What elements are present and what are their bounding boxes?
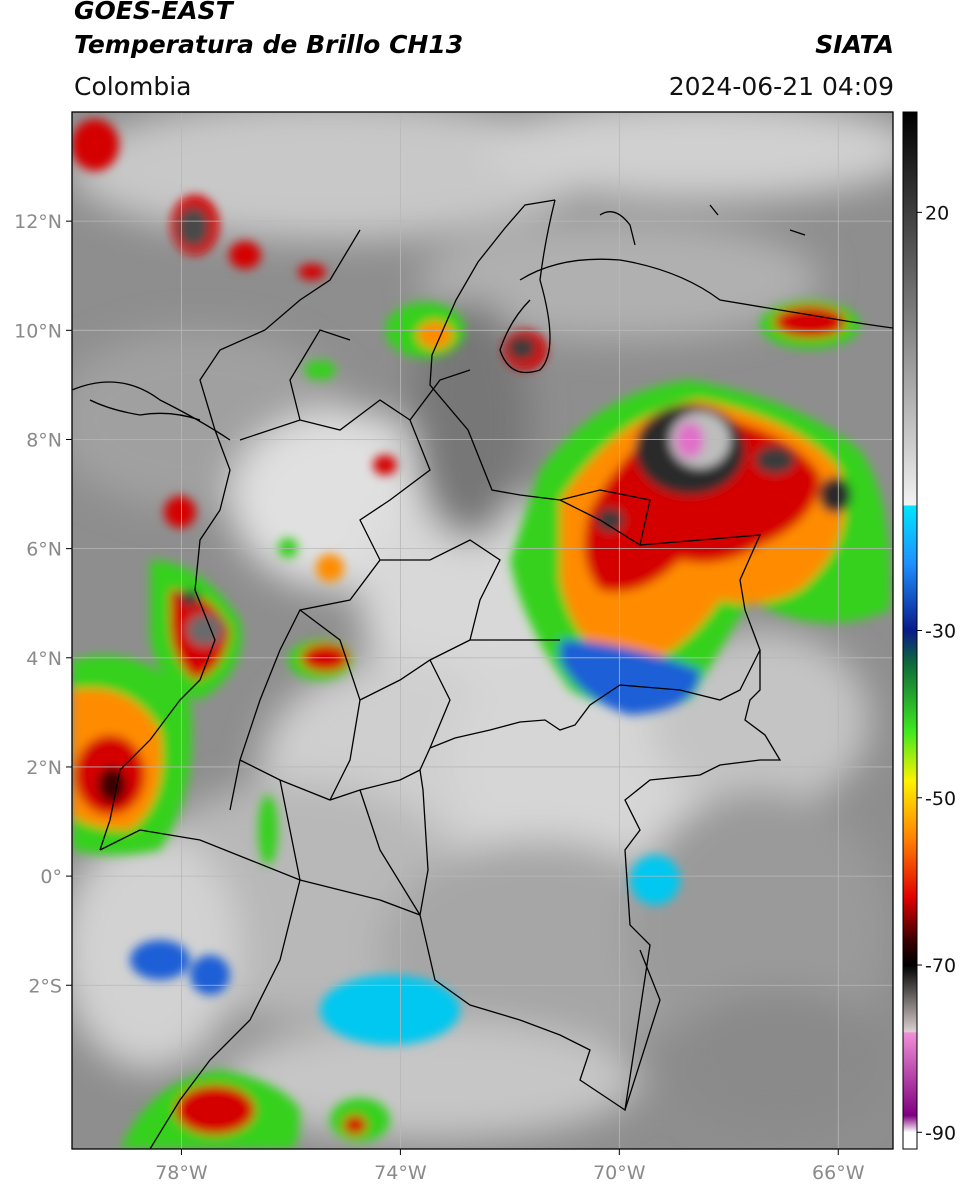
colorbar-ramp	[903, 112, 917, 1149]
map-frame	[71, 111, 894, 1150]
convective-cells	[72, 119, 891, 1149]
panama	[72, 381, 231, 441]
brightness-temperature-field	[72, 112, 893, 1149]
region-label: Colombia	[74, 72, 192, 101]
lat-tick-label: 4°N	[26, 648, 62, 670]
dept-boundaries	[229, 329, 560, 916]
lat-tick-label: 6°N	[26, 539, 62, 561]
longitude-axis: 78°W 74°W 70°W 66°W	[155, 1149, 865, 1184]
venezuela-coast	[519, 258, 893, 329]
lat-tick-label: 2°S	[28, 975, 62, 997]
lon-tick-label: 70°W	[593, 1162, 646, 1184]
colorbar-tick-label: -70	[925, 955, 956, 977]
lon-tick-label: 74°W	[374, 1162, 427, 1184]
colombia-border	[419, 199, 782, 1112]
colorbar-ticks: 20 -30 -50 -70 -90	[917, 202, 956, 1144]
lat-tick-label: 10°N	[14, 320, 62, 342]
timestamp-label: 2024-06-21 04:09	[668, 72, 894, 101]
lat-tick-label: 12°N	[14, 211, 62, 233]
organization-label: SIATA	[815, 30, 894, 59]
brazil-border	[624, 949, 661, 1111]
panama-isthmus	[89, 399, 201, 421]
peru-border	[149, 879, 301, 1149]
aruba-curacao	[599, 204, 806, 246]
colorbar: 20 -30 -50 -70 -90	[902, 111, 956, 1150]
lon-tick-label: 66°W	[812, 1162, 865, 1184]
latitude-axis: 12°N 10°N 8°N 6°N 4°N 2°N 0° 2°S	[14, 211, 72, 997]
boundaries	[72, 199, 893, 1149]
lat-tick-label: 2°N	[26, 757, 62, 779]
venezuela-inner	[559, 489, 651, 546]
lat-tick-label: 0°	[40, 866, 62, 888]
colorbar-tick-label: 20	[925, 202, 949, 224]
colorbar-tick-label: -50	[925, 788, 956, 810]
product-title: Temperatura de Brillo CH13	[74, 30, 464, 59]
guajira	[499, 199, 556, 374]
ecuador-peru-border	[99, 829, 421, 916]
colorbar-tick-label: -30	[925, 621, 956, 643]
colorbar-tick-label: -90	[925, 1122, 956, 1144]
lon-tick-label: 78°W	[155, 1162, 208, 1184]
colombia-pacific-coast	[99, 229, 361, 851]
satellite-title: GOES-EAST	[74, 0, 233, 25]
lat-tick-label: 8°N	[26, 429, 62, 451]
